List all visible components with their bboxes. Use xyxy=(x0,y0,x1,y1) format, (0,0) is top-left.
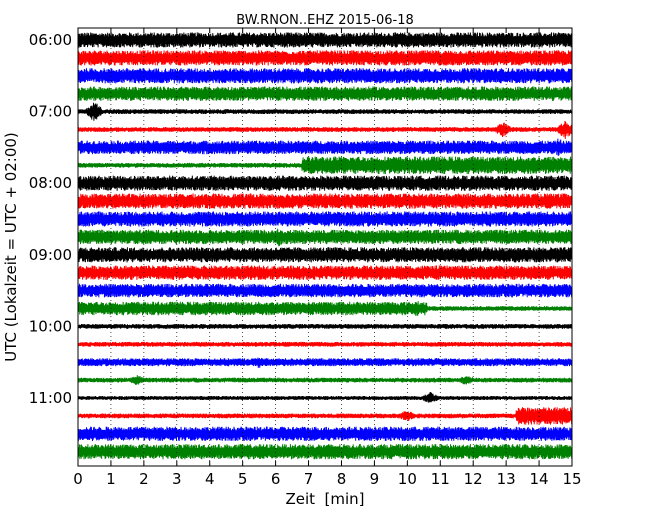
trace-0830 xyxy=(77,211,573,227)
trace-1100 xyxy=(77,392,573,403)
trace-1130 xyxy=(77,426,573,441)
plot-frame xyxy=(77,27,573,467)
x-tick-label-3: 3 xyxy=(172,470,182,488)
x-tick-label-0: 0 xyxy=(73,470,83,488)
y-axis: 06:00 07:00 08:00 09:00 10:00 11:00 xyxy=(29,31,572,407)
y-tick-label-1100: 11:00 xyxy=(29,389,72,407)
trace-0915 xyxy=(77,265,573,280)
trace-0615 xyxy=(77,50,573,66)
trace-0600 xyxy=(77,32,573,48)
y-axis-label: UTC (Lokalzeit = UTC + 02:00) xyxy=(2,132,20,362)
x-tick-label-15: 15 xyxy=(562,470,581,488)
trace-0800 xyxy=(77,175,573,191)
trace-0630 xyxy=(77,68,573,84)
trace-1015 xyxy=(77,341,573,347)
x-tick-label-11: 11 xyxy=(431,470,450,488)
x-tick-label-9: 9 xyxy=(370,470,380,488)
trace-0700 xyxy=(77,102,573,121)
x-axis-label: Zeit [min] xyxy=(285,490,364,508)
trace-1145 xyxy=(77,444,573,460)
x-tick-label-5: 5 xyxy=(238,470,248,488)
trace-1000 xyxy=(77,323,573,329)
y-tick-label-0800: 08:00 xyxy=(29,174,72,192)
x-tick-label-7: 7 xyxy=(304,470,314,488)
trace-0900 xyxy=(77,247,573,263)
trace-0730 xyxy=(77,138,573,156)
trace-1030 xyxy=(77,357,573,368)
trace-0845 xyxy=(77,228,573,247)
x-tick-label-4: 4 xyxy=(205,470,215,488)
trace-group xyxy=(77,32,573,460)
x-tick-label-10: 10 xyxy=(398,470,417,488)
trace-0745 xyxy=(77,156,573,175)
x-tick-label-12: 12 xyxy=(464,470,483,488)
y-tick-label-0900: 09:00 xyxy=(29,246,72,264)
x-tick-label-6: 6 xyxy=(271,470,281,488)
trace-1115 xyxy=(77,407,573,425)
trace-1045 xyxy=(77,375,573,385)
x-tick-label-2: 2 xyxy=(139,470,149,488)
trace-0930 xyxy=(77,283,573,298)
trace-0715 xyxy=(77,121,573,139)
x-tick-label-8: 8 xyxy=(337,470,347,488)
x-tick-label-13: 13 xyxy=(497,470,516,488)
chart-title: BW.RNON..EHZ 2015-06-18 xyxy=(236,13,414,28)
trace-0815 xyxy=(77,193,573,209)
trace-0645 xyxy=(77,86,573,101)
y-tick-label-1000: 10:00 xyxy=(29,317,72,335)
x-axis: 0 1 2 3 4 5 6 7 8 9 10 11 12 13 14 15 xyxy=(73,28,582,488)
trace-0945 xyxy=(77,301,573,316)
x-tick-label-14: 14 xyxy=(530,470,549,488)
y-tick-label-0600: 06:00 xyxy=(29,31,72,49)
x-tick-label-1: 1 xyxy=(106,470,116,488)
y-tick-label-0700: 07:00 xyxy=(29,103,72,121)
